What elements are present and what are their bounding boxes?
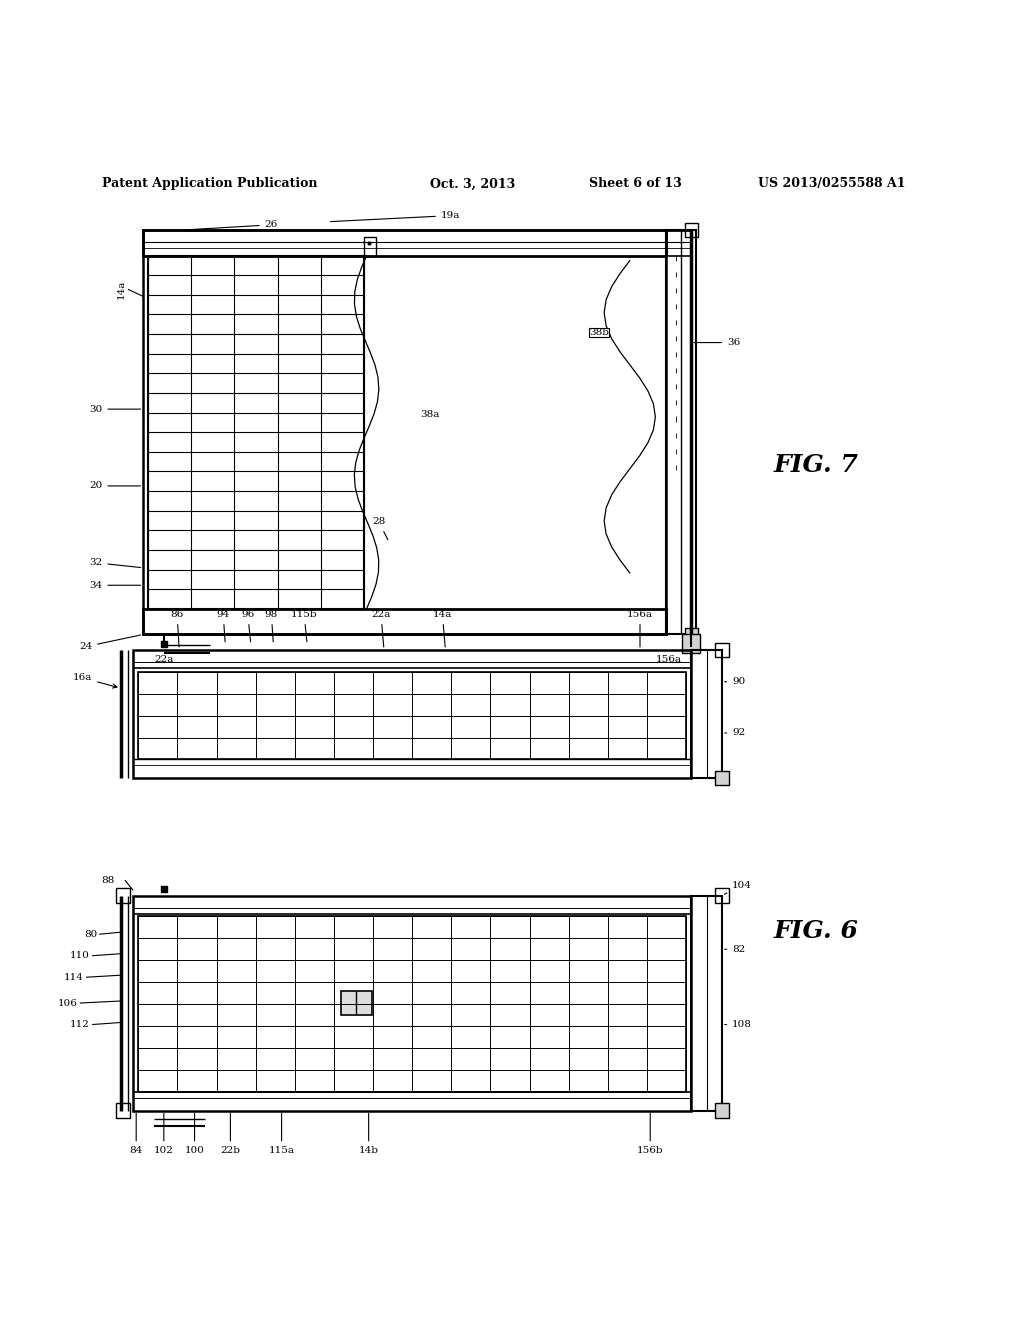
- Text: 30: 30: [89, 405, 140, 413]
- Bar: [715, 771, 729, 785]
- Text: Sheet 6 of 13: Sheet 6 of 13: [589, 177, 682, 190]
- Text: 26: 26: [187, 220, 278, 230]
- Text: 14a: 14a: [117, 280, 125, 300]
- Bar: [715, 1104, 729, 1118]
- Bar: [666, 230, 696, 635]
- Bar: [691, 895, 722, 1110]
- Text: 156a: 156a: [655, 656, 682, 664]
- Text: 38a: 38a: [421, 409, 439, 418]
- Bar: [143, 230, 666, 256]
- Text: 112: 112: [71, 1020, 90, 1030]
- Text: 16a: 16a: [73, 673, 117, 688]
- Text: 106: 106: [58, 998, 78, 1007]
- Text: 88: 88: [101, 875, 114, 884]
- Text: Patent Application Publication: Patent Application Publication: [102, 177, 317, 190]
- Text: 22a: 22a: [155, 656, 173, 664]
- Bar: [133, 649, 691, 777]
- Text: 14a: 14a: [433, 610, 452, 647]
- Text: Oct. 3, 2013: Oct. 3, 2013: [430, 177, 515, 190]
- Text: 36: 36: [694, 338, 740, 347]
- Text: 115b: 115b: [291, 610, 317, 642]
- Bar: [116, 888, 130, 903]
- Bar: [364, 238, 376, 256]
- Text: 104: 104: [724, 880, 752, 894]
- Bar: [682, 635, 700, 653]
- Text: 82: 82: [725, 945, 745, 954]
- Text: 38b: 38b: [589, 327, 609, 337]
- Bar: [138, 672, 686, 759]
- Text: 32: 32: [89, 558, 140, 568]
- Text: FIG. 6: FIG. 6: [773, 919, 858, 944]
- Text: FIG. 7: FIG. 7: [773, 454, 858, 478]
- Text: 102: 102: [154, 1113, 174, 1155]
- Bar: [685, 223, 698, 236]
- Bar: [685, 628, 698, 642]
- Text: 156b: 156b: [637, 1113, 664, 1155]
- Text: 22b: 22b: [220, 1113, 241, 1155]
- Text: 24: 24: [79, 635, 140, 651]
- Text: 98: 98: [265, 610, 278, 642]
- Text: 114: 114: [65, 973, 84, 982]
- Text: 100: 100: [184, 1113, 205, 1155]
- Text: 28: 28: [373, 517, 388, 540]
- Bar: [715, 888, 729, 903]
- Bar: [341, 991, 372, 1015]
- Text: 20: 20: [89, 482, 140, 491]
- Text: 19a: 19a: [331, 211, 460, 222]
- Text: 80: 80: [84, 929, 97, 939]
- Text: 14b: 14b: [358, 1113, 379, 1155]
- Text: 94: 94: [217, 610, 229, 642]
- Text: 34: 34: [89, 581, 140, 590]
- Text: 22a: 22a: [372, 610, 390, 647]
- Text: 115a: 115a: [268, 1113, 295, 1155]
- Text: 156a: 156a: [627, 610, 653, 647]
- Bar: [148, 256, 364, 609]
- Bar: [133, 895, 691, 1110]
- Text: 110: 110: [71, 952, 90, 960]
- Bar: [138, 916, 686, 1092]
- Text: 96: 96: [242, 610, 254, 642]
- Text: 86: 86: [171, 610, 183, 647]
- Bar: [143, 230, 666, 635]
- Bar: [715, 643, 729, 657]
- Bar: [143, 609, 666, 635]
- Text: 90: 90: [725, 677, 745, 686]
- Text: US 2013/0255588 A1: US 2013/0255588 A1: [758, 177, 905, 190]
- Text: 92: 92: [725, 729, 745, 738]
- Bar: [116, 1104, 130, 1118]
- Text: 108: 108: [725, 1020, 752, 1030]
- Text: 84: 84: [130, 1113, 142, 1155]
- Bar: [691, 649, 722, 777]
